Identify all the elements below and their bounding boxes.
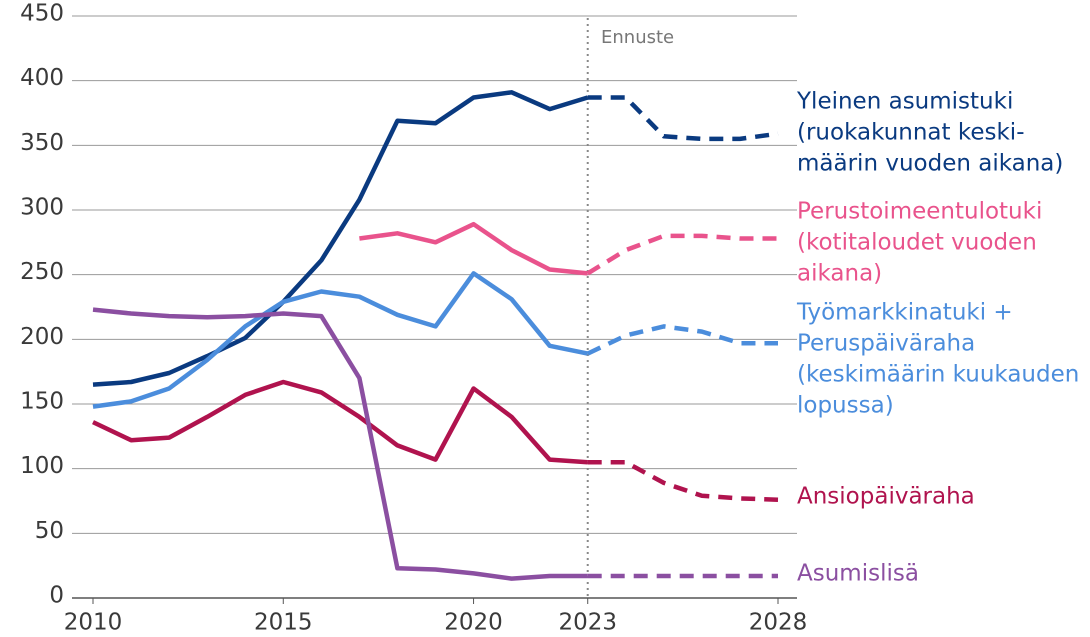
y-tick-label: 200 xyxy=(20,324,64,350)
legend-label: Peruspäiväraha xyxy=(797,331,975,357)
y-tick-label: 50 xyxy=(35,518,64,544)
legend-label: Perustoimeentulotuki xyxy=(797,199,1042,225)
y-tick-label: 100 xyxy=(20,453,64,479)
x-tick-label: 2028 xyxy=(749,610,808,636)
y-tick-label: 150 xyxy=(20,389,64,415)
x-tick-label: 2023 xyxy=(558,610,617,636)
forecast-line xyxy=(587,459,779,502)
x-tick-label: 2015 xyxy=(254,610,313,636)
y-tick-label: 350 xyxy=(20,130,64,156)
y-tick-label: 0 xyxy=(49,583,64,609)
legend-label: Yleinen asumistuki xyxy=(796,89,1013,115)
forecast-line xyxy=(586,233,778,276)
x-tick-label: 2020 xyxy=(444,610,503,636)
legend-description: (keskimäärin kuukauden xyxy=(797,362,1079,388)
y-tick-label: 300 xyxy=(20,195,64,221)
series-line xyxy=(92,379,588,465)
forecast-line xyxy=(586,324,778,356)
legend-description: lopussa) xyxy=(797,393,894,419)
y-tick-label: 250 xyxy=(20,259,64,285)
series-line xyxy=(92,90,589,387)
y-tick-label: 400 xyxy=(20,65,64,91)
legend-description: (kotitaloudet vuoden xyxy=(797,230,1037,256)
legend-description: aikana) xyxy=(797,261,882,287)
legend-label: Työmarkkinatuki + xyxy=(796,300,1013,326)
forecast-line xyxy=(587,95,779,142)
series-line xyxy=(92,307,588,581)
y-tick-label: 450 xyxy=(20,1,64,27)
series-line xyxy=(359,221,588,276)
series-line xyxy=(92,271,589,409)
legend-description: määrin vuoden aikana) xyxy=(797,151,1063,177)
forecast-annotation: Ennuste xyxy=(601,27,674,48)
legend-label: Ansiopäiväraha xyxy=(797,484,975,510)
legend-description: (ruokakunnat keski- xyxy=(797,120,1025,146)
legend-label: Asumislisä xyxy=(797,561,919,587)
x-tick-label: 2010 xyxy=(64,610,123,636)
